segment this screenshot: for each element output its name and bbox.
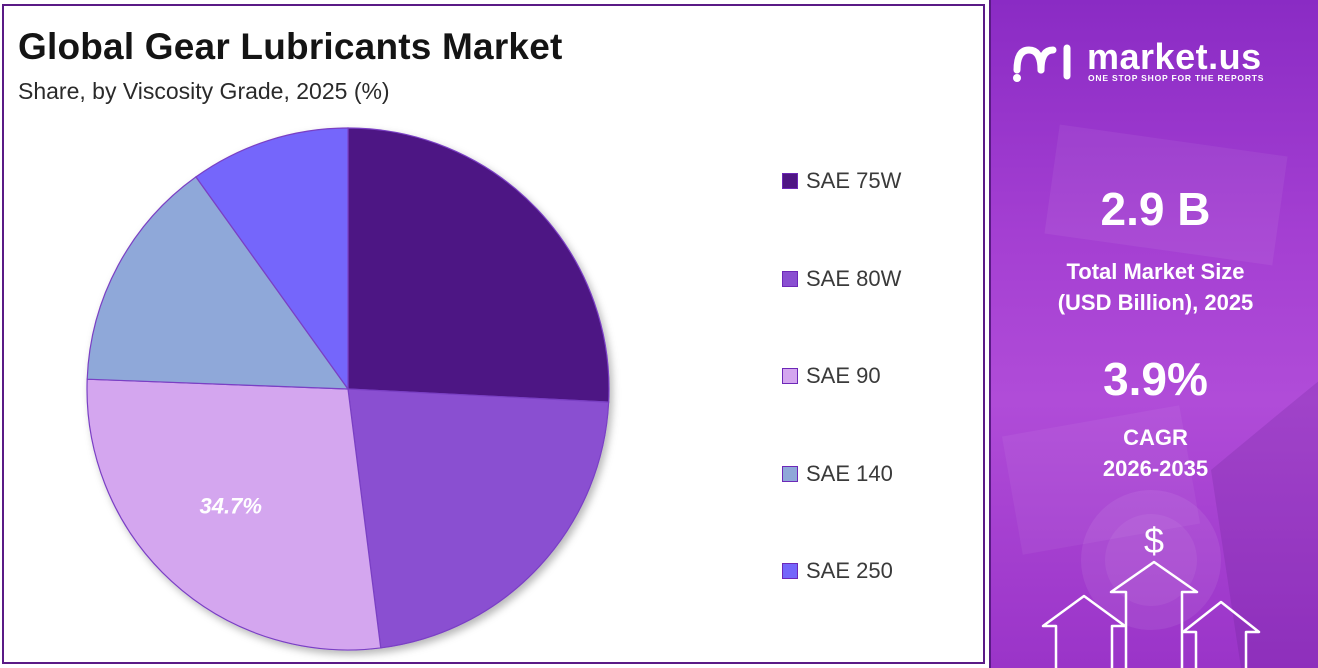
info-panel: $ market.us ONE STOP SHOP FOR THE REPORT… — [989, 0, 1318, 668]
chart-panel: Global Gear Lubricants Market Share, by … — [2, 4, 985, 664]
market-size-value: 2.9 B — [1100, 183, 1211, 235]
legend-item-sae-140: SAE 140 — [782, 460, 893, 486]
legend-item-sae-250: SAE 250 — [782, 558, 893, 583]
pie-slice-sae-90 — [86, 378, 382, 651]
dollar-sign: $ — [1144, 520, 1164, 561]
legend-label: SAE 75W — [806, 168, 902, 193]
pie-slice-sae-250 — [195, 127, 349, 391]
legend-label: SAE 90 — [806, 363, 881, 388]
market-size-label-line2: (USD Billion), 2025 — [1057, 290, 1254, 315]
market-size-label: Total Market Size (USD Billion), 2025 — [991, 256, 1318, 318]
brand-name: market.us — [1087, 36, 1262, 77]
market-size-label-line1: Total Market Size — [1066, 259, 1245, 284]
pie-slice-sae-75w — [347, 127, 610, 403]
cagr-label: CAGR 2026-2035 — [991, 422, 1318, 484]
brand-tagline: ONE STOP SHOP FOR THE REPORTS — [1088, 73, 1265, 83]
legend-swatch — [782, 368, 798, 384]
background-decoration: $ — [1001, 124, 1318, 668]
legend-swatch — [782, 465, 798, 482]
legend-label: SAE 140 — [806, 460, 893, 486]
legend-item-sae-80w: SAE 80W — [782, 265, 902, 291]
chart-title: Global Gear Lubricants Market — [18, 26, 563, 67]
cagr-value: 3.9% — [1103, 353, 1208, 405]
pie-slice-sae-140 — [86, 176, 350, 390]
legend-item-sae-75w: SAE 75W — [782, 168, 902, 193]
legend-item-sae-90: SAE 90 — [782, 363, 881, 388]
cagr-label-line1: CAGR — [1123, 425, 1188, 450]
legend-label: SAE 250 — [806, 558, 893, 583]
pie-slice-sae-80w — [347, 388, 610, 649]
market-us-logo-icon — [1013, 44, 1071, 82]
growth-arrows-icon — [1041, 560, 1261, 668]
legend-label: SAE 80W — [806, 265, 902, 291]
pie-chart: 34.7% — [86, 127, 610, 651]
legend-swatch — [782, 270, 798, 287]
cagr-label-line2: 2026-2035 — [1102, 456, 1209, 481]
legend-swatch — [782, 563, 798, 579]
legend-swatch — [782, 173, 798, 189]
chart-subtitle: Share, by Viscosity Grade, 2025 (%) — [18, 78, 390, 104]
data-label-sae-90: 34.7% — [200, 493, 262, 518]
